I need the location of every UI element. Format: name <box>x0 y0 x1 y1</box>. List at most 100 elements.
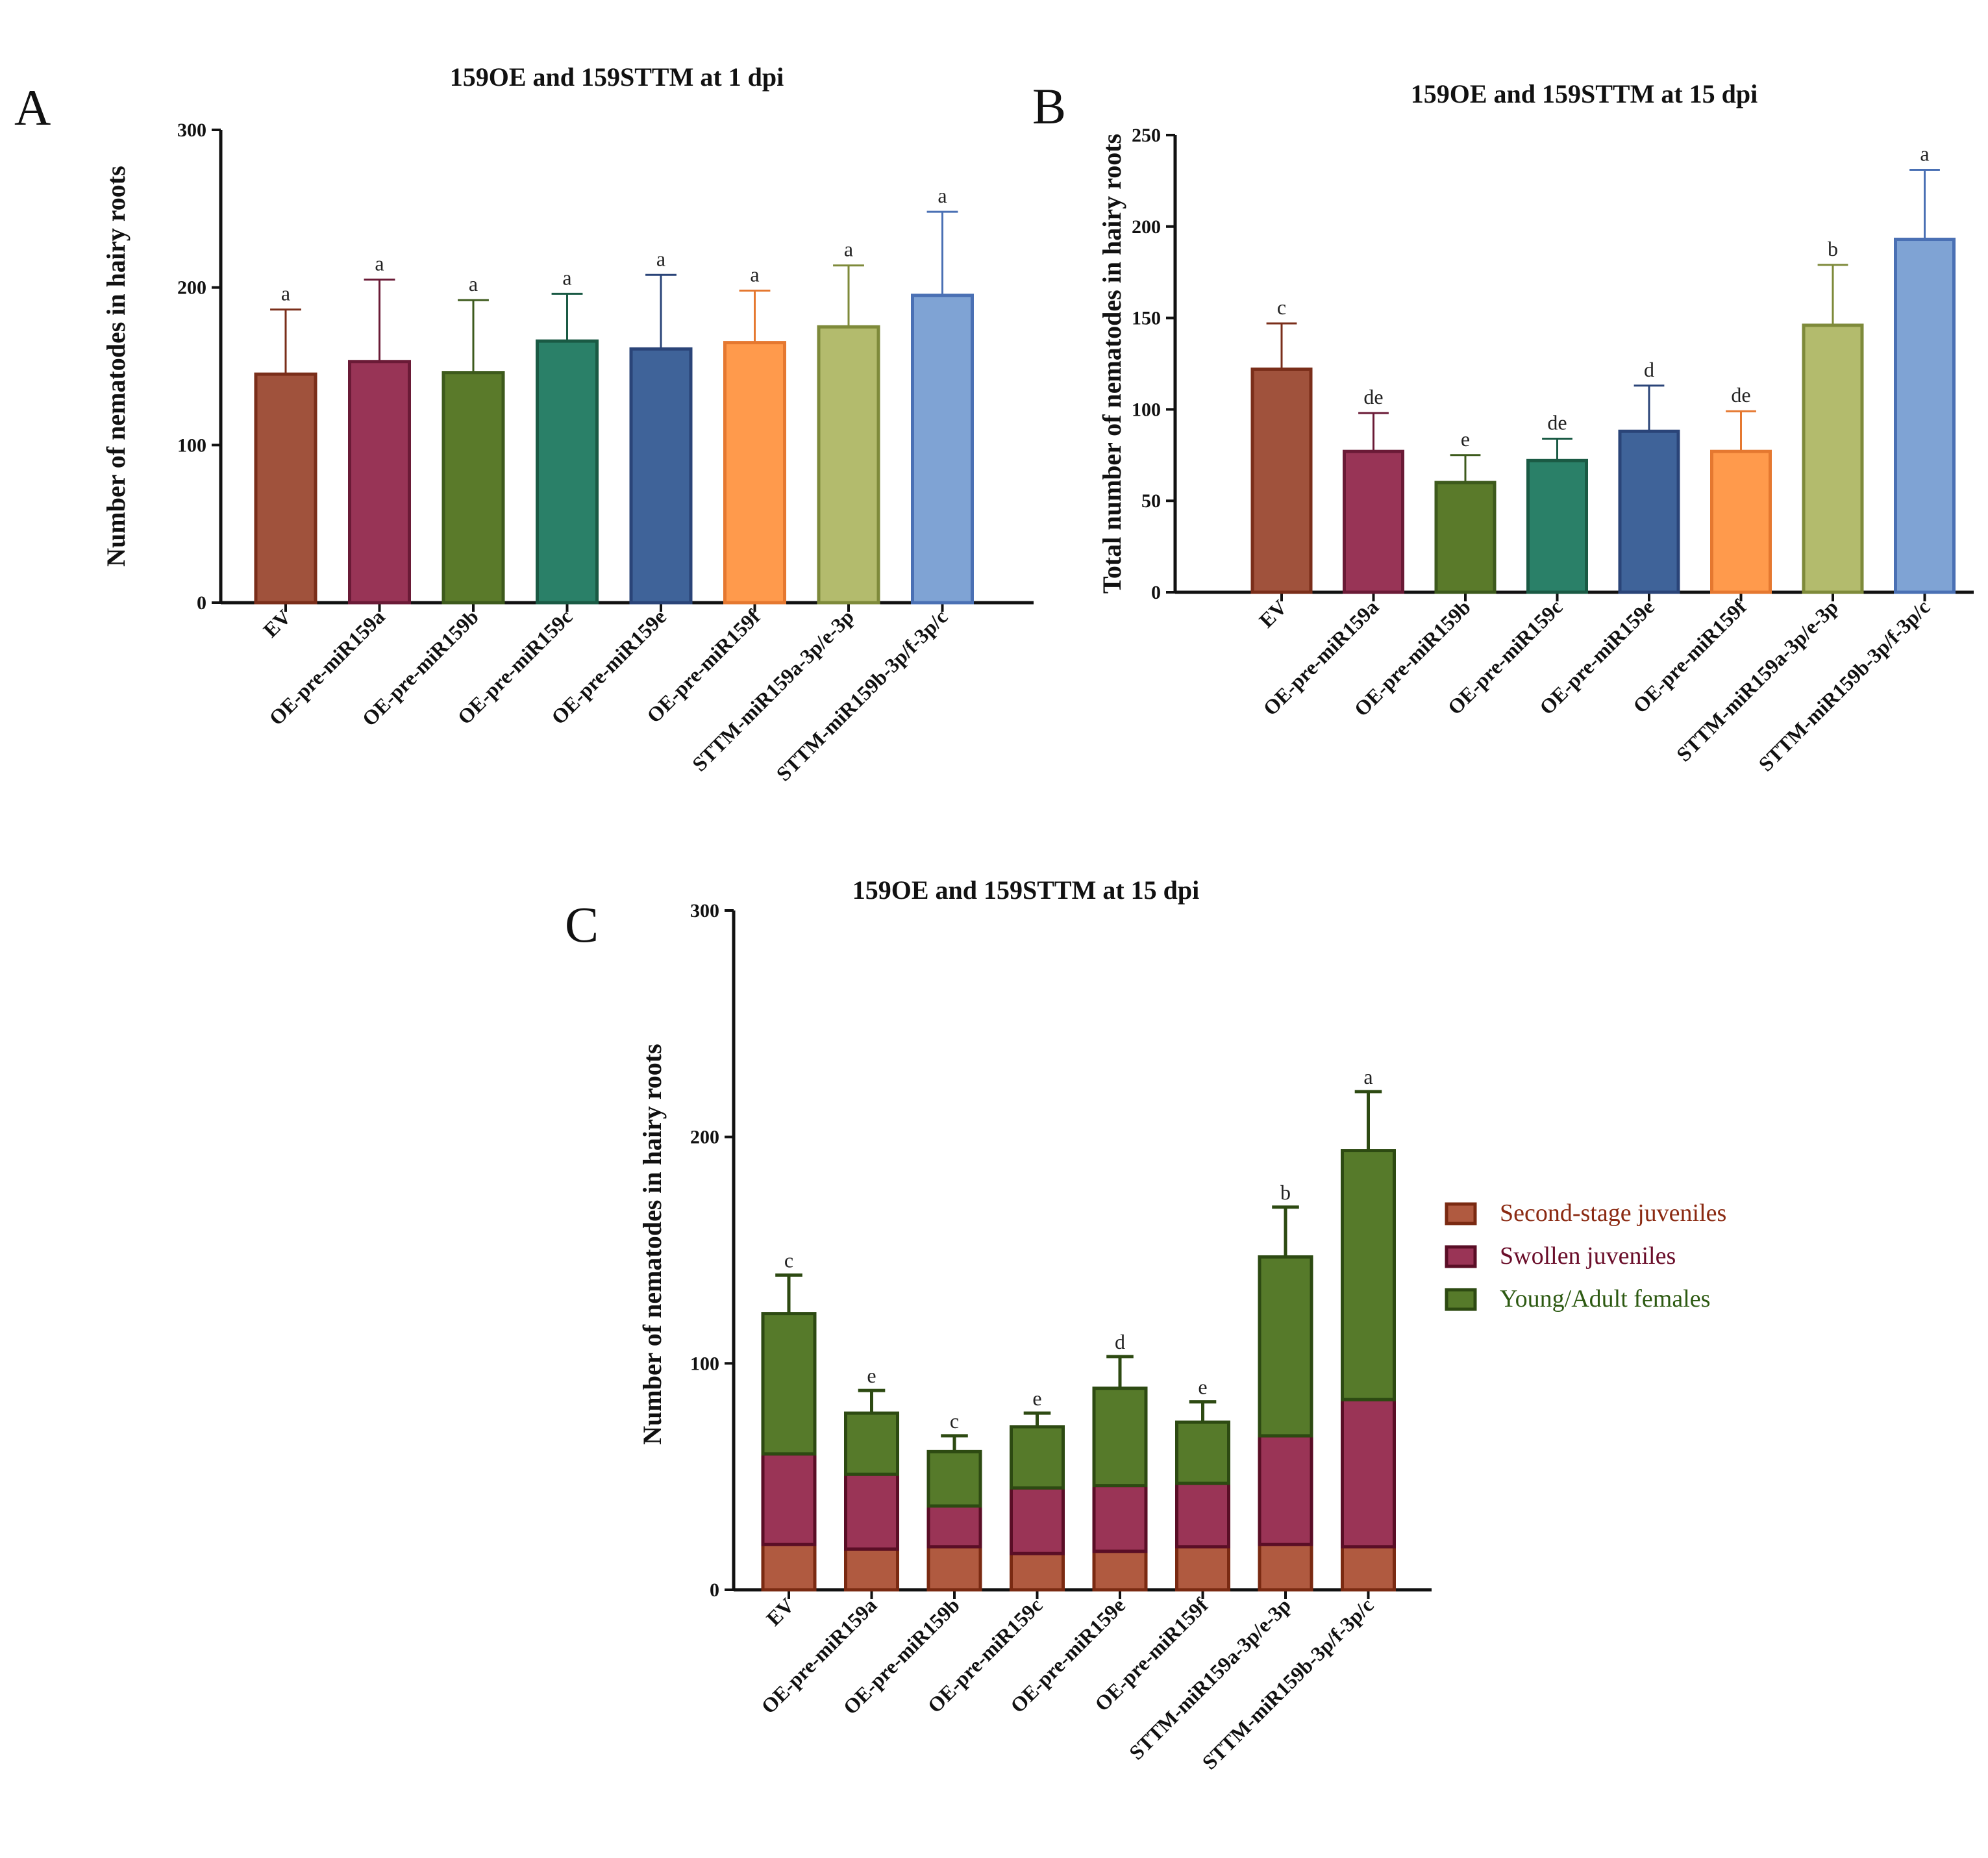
y-tick-label: 300 <box>690 900 719 922</box>
bar-segment <box>844 1472 899 1551</box>
significance-label: e <box>1461 427 1470 451</box>
x-tick-label: STTM-miR159a-3p/e-3p <box>1672 595 1843 766</box>
x-tick-label: EV <box>762 1593 799 1630</box>
y-axis-title: Total number of nematodes in hairy roots <box>1097 134 1126 594</box>
bar <box>1618 429 1680 594</box>
x-tick-label: EV <box>258 605 295 642</box>
bar-segment <box>844 1547 899 1592</box>
significance-label: a <box>938 184 947 207</box>
x-tick-label: STTM-miR159b-3p/f-3p/c <box>1197 1593 1378 1774</box>
significance-label: b <box>1280 1181 1291 1204</box>
significance-label: c <box>1277 295 1286 319</box>
y-tick-label: 0 <box>710 1579 719 1601</box>
bar-segment <box>1258 1434 1313 1546</box>
significance-label: a <box>1920 142 1929 166</box>
bar-segment <box>1175 1545 1230 1592</box>
x-tick-label: STTM-miR159b-3p/f-3p/c <box>1754 595 1934 775</box>
y-tick-label: 250 <box>1132 125 1161 146</box>
bar-segment <box>1341 1149 1396 1401</box>
legend-swatch <box>1445 1288 1477 1311</box>
significance-label: c <box>784 1248 793 1272</box>
significance-label: a <box>1363 1065 1373 1088</box>
bar-segment <box>761 1452 817 1546</box>
x-tick-label: EV <box>1254 595 1291 632</box>
legend-swatch <box>1445 1245 1477 1268</box>
panel-letter: B <box>1032 78 1066 134</box>
significance-label: e <box>867 1364 876 1387</box>
bar <box>1250 367 1313 594</box>
bar-segment <box>1010 1425 1065 1490</box>
bar <box>1526 458 1588 594</box>
y-tick-label: 200 <box>177 277 206 299</box>
y-tick-label: 150 <box>1132 308 1161 329</box>
bar <box>911 294 974 605</box>
bar-segment <box>761 1312 817 1456</box>
bar-segment <box>1175 1420 1230 1485</box>
significance-label: c <box>950 1409 959 1433</box>
y-axis-title: Number of nematodes in hairy roots <box>638 1044 667 1444</box>
legend-label: Swollen juveniles <box>1500 1242 1676 1270</box>
legend-swatch <box>1445 1202 1477 1225</box>
y-tick-label: 100 <box>177 434 206 456</box>
bar-segment <box>1092 1484 1148 1553</box>
significance-label: a <box>750 263 759 286</box>
significance-label: b <box>1828 237 1838 260</box>
panel-a: A 159OE and 159STTM at 1 dpi Number of nem… <box>14 62 1034 786</box>
bar <box>723 341 786 605</box>
bar <box>536 339 599 605</box>
significance-label: a <box>844 238 853 261</box>
significance-label: a <box>375 252 384 275</box>
significance-label: d <box>1115 1330 1125 1353</box>
panel-c: C 159OE and 159STTM at 15 dpi Number of ne… <box>565 875 1726 1774</box>
bar <box>1343 449 1404 594</box>
y-tick-label: 0 <box>197 592 206 614</box>
significance-label: a <box>281 282 290 305</box>
bar <box>1434 481 1497 594</box>
significance-label: e <box>1198 1375 1207 1399</box>
y-tick-label: 200 <box>690 1127 719 1148</box>
bar-segment <box>1010 1551 1065 1592</box>
significance-label: d <box>1644 358 1654 381</box>
bar <box>254 372 317 605</box>
y-tick-label: 300 <box>177 119 206 141</box>
bar-segment <box>926 1545 982 1592</box>
panel-letter: C <box>565 896 599 953</box>
bar-segment <box>1092 1550 1148 1592</box>
y-tick-label: 0 <box>1151 582 1161 603</box>
bar <box>1710 449 1772 594</box>
significance-label: de <box>1731 383 1750 407</box>
bar <box>629 347 693 605</box>
chart-title: 159OE and 159STTM at 15 dpi <box>852 875 1200 905</box>
x-tick-label: STTM-miR159a-3p/e-3p <box>688 605 858 775</box>
bar <box>348 360 411 605</box>
bar-segment <box>1341 1545 1396 1592</box>
bar-segment <box>1092 1387 1148 1488</box>
chart-title: 159OE and 159STTM at 1 dpi <box>450 62 784 92</box>
bar-segment <box>1175 1481 1230 1549</box>
panel-letter: A <box>14 79 51 136</box>
significance-label: e <box>1032 1387 1041 1410</box>
bar-segment <box>1258 1255 1313 1438</box>
x-tick-label: STTM-miR159b-3p/f-3p/c <box>771 605 952 785</box>
legend-label: Young/Adult females <box>1500 1285 1710 1312</box>
bar-segment <box>926 1504 982 1549</box>
y-tick-label: 100 <box>690 1353 719 1374</box>
bar-segment <box>1258 1542 1313 1592</box>
bar-segment <box>1010 1486 1065 1555</box>
bar-segment <box>844 1411 899 1476</box>
bar-segment <box>761 1542 817 1592</box>
bar <box>441 371 505 605</box>
bar <box>1802 323 1864 594</box>
significance-label: a <box>469 272 478 295</box>
significance-label: a <box>656 247 665 270</box>
bar-segment <box>926 1450 982 1508</box>
legend-label: Second-stage juveniles <box>1500 1199 1726 1227</box>
bar-segment <box>1341 1398 1396 1549</box>
x-tick-label: STTM-miR159a-3p/e-3p <box>1124 1593 1295 1764</box>
significance-label: de <box>1547 410 1567 434</box>
significance-label: a <box>562 266 571 289</box>
chart-title: 159OE and 159STTM at 15 dpi <box>1411 79 1758 108</box>
y-axis-title: Number of nematodes in hairy roots <box>101 166 130 566</box>
y-tick-label: 50 <box>1141 490 1161 512</box>
